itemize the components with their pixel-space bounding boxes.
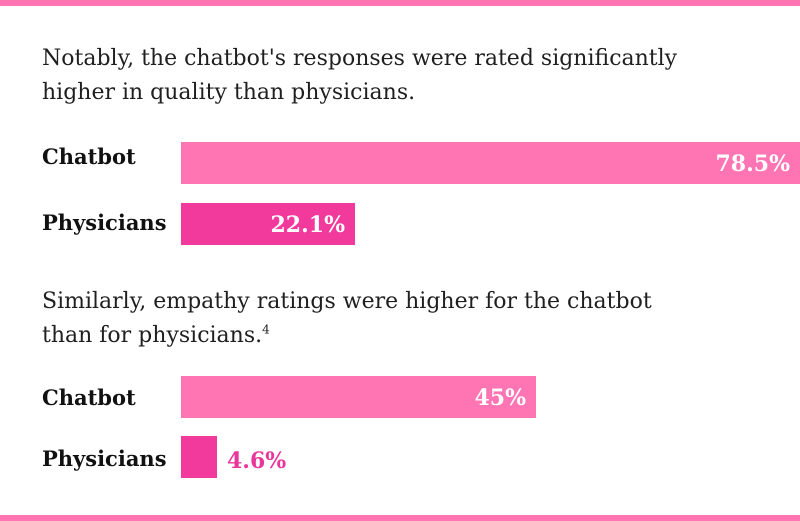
quality-category-label-chatbot: Chatbot — [42, 144, 136, 169]
empathy-category-label-chatbot: Chatbot — [42, 385, 136, 410]
empathy-bar-physicians — [181, 436, 217, 478]
quality-intro-text: Notably, the chatbot's responses were ra… — [42, 42, 682, 110]
quality-bar-chatbot — [181, 142, 800, 184]
top-rule — [0, 0, 800, 6]
quality-bar-physicians — [181, 203, 355, 245]
bottom-rule — [0, 515, 800, 521]
quality-category-label-physicians: Physicians — [42, 210, 167, 235]
empathy-category-label-physicians: Physicians — [42, 446, 167, 471]
empathy-intro-line-2: than for physicians. — [42, 323, 263, 348]
empathy-value-label-physicians: 4.6% — [227, 448, 287, 474]
quality-intro-line-2: higher in quality than physicians. — [42, 80, 416, 105]
footnote-marker: 4 — [262, 322, 270, 337]
empathy-bar-chatbot — [181, 376, 536, 418]
empathy-intro-text: Similarly, empathy ratings were higher f… — [42, 285, 682, 353]
quality-value-label-physicians: 22.1% — [270, 212, 346, 238]
empathy-intro-line-1: Similarly, empathy ratings were higher f… — [42, 289, 652, 314]
quality-intro-line-1: Notably, the chatbot's responses were ra… — [42, 46, 678, 71]
quality-value-label-chatbot: 78.5% — [715, 151, 791, 177]
empathy-value-label-chatbot: 45% — [474, 385, 526, 411]
